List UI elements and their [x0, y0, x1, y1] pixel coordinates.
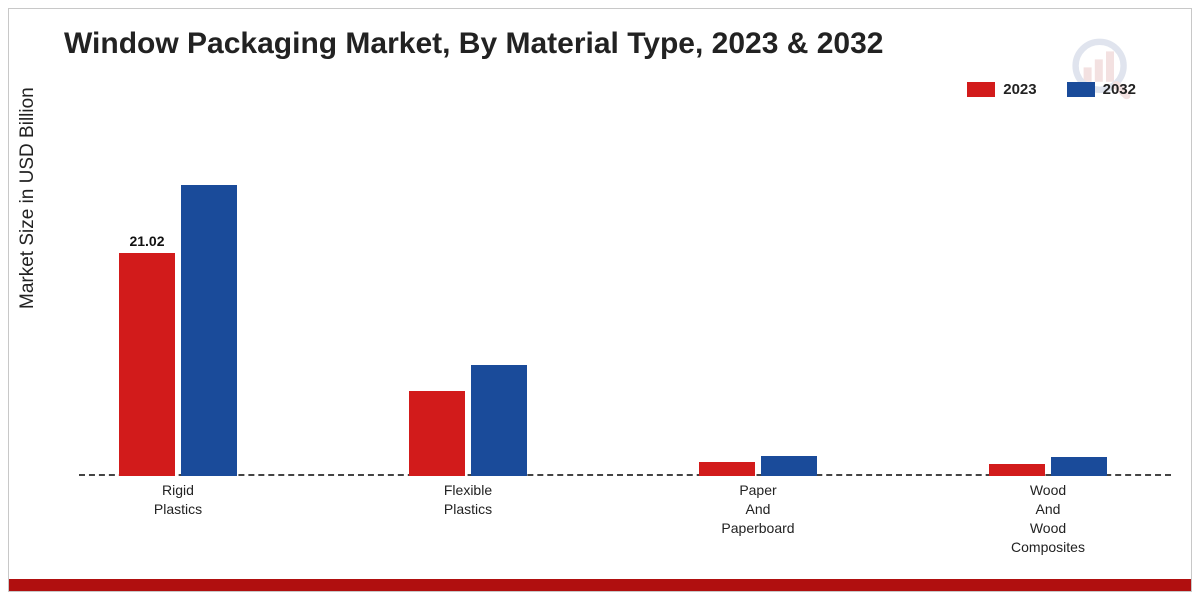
chart-frame: Window Packaging Market, By Material Typ… [8, 8, 1192, 592]
legend-label-2032: 2032 [1103, 81, 1136, 98]
legend: 2023 2032 [967, 81, 1136, 98]
x-axis-category-label: Wood And Wood Composites [978, 481, 1118, 557]
legend-item-2023: 2023 [967, 81, 1036, 98]
x-axis-category-label: Rigid Plastics [108, 481, 248, 519]
chart-title: Window Packaging Market, By Material Typ… [64, 27, 883, 61]
bar-group [119, 185, 237, 476]
bar-value-label: 21.02 [117, 233, 177, 249]
legend-item-2032: 2032 [1067, 81, 1136, 98]
plot-area: 21.02 [79, 139, 1171, 476]
bar-2023 [409, 391, 465, 476]
legend-label-2023: 2023 [1003, 81, 1036, 98]
x-axis-labels: Rigid Plastics Flexible Plastics Paper And… [79, 481, 1171, 571]
bar-2023 [119, 253, 175, 476]
bar-2023 [699, 462, 755, 476]
footer-accent-bar [9, 579, 1191, 591]
bar-2023 [989, 464, 1045, 476]
bar-2032 [181, 185, 237, 476]
bar-2032 [471, 365, 527, 476]
legend-swatch-2032 [1067, 82, 1095, 97]
bar-group [409, 365, 527, 476]
bar-2032 [1051, 457, 1107, 476]
x-axis-category-label: Paper And Paperboard [688, 481, 828, 538]
legend-swatch-2023 [967, 82, 995, 97]
x-axis-category-label: Flexible Plastics [398, 481, 538, 519]
bar-group [699, 456, 817, 476]
y-axis-label: Market Size in USD Billion [17, 87, 39, 309]
bar-group [989, 457, 1107, 476]
bar-2032 [761, 456, 817, 476]
